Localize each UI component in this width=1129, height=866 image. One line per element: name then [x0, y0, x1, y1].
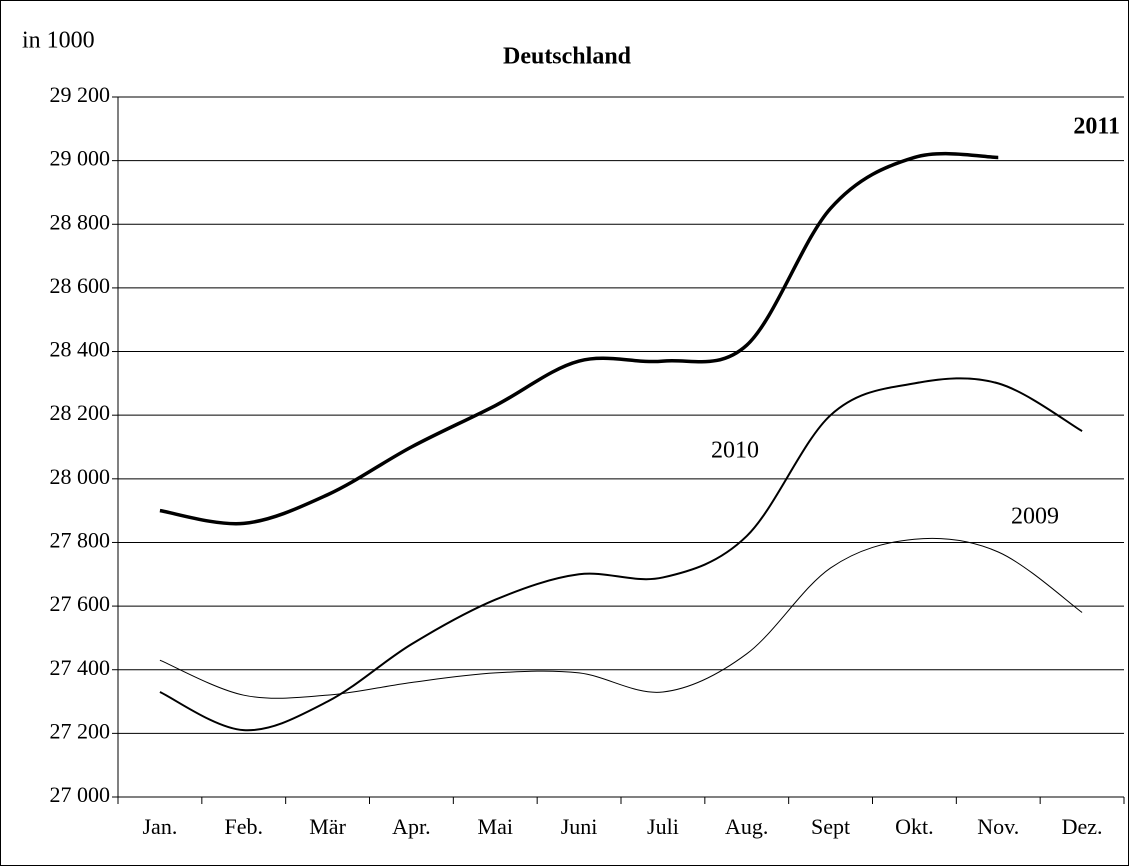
y-tick-label: 29 000	[50, 146, 111, 171]
y-tick-label: 27 800	[50, 528, 111, 553]
series-line	[159, 151, 999, 526]
x-tick-label: Mär	[309, 814, 346, 839]
series-line	[159, 377, 1083, 732]
x-tick-label: Dez.	[1062, 814, 1103, 839]
y-tick-label: 27 000	[50, 782, 111, 807]
x-tick-label: Okt.	[895, 814, 934, 839]
y-tick-label: 28 000	[50, 464, 111, 489]
y-tick-label: 28 400	[50, 337, 111, 362]
chart-title: Deutschland	[503, 44, 632, 70]
x-tick-label: Feb.	[225, 814, 264, 839]
x-tick-label: Apr.	[392, 814, 431, 839]
y-tick-label: 27 400	[50, 655, 111, 680]
y-tick-label: 29 200	[50, 82, 111, 107]
series-label: 2011	[1073, 114, 1120, 140]
series-label: 2010	[711, 438, 759, 464]
x-tick-label: Juli	[647, 814, 679, 839]
series-line	[159, 537, 1083, 699]
x-tick-label: Aug.	[725, 814, 768, 839]
y-axis-label: in 1000	[22, 28, 95, 54]
x-tick-label: Nov.	[977, 814, 1019, 839]
y-tick-label: 28 600	[50, 273, 111, 298]
y-tick-label: 27 600	[50, 591, 111, 616]
series-label: 2009	[1011, 504, 1059, 530]
x-tick-label: Sept	[811, 814, 850, 839]
x-tick-label: Juni	[561, 814, 598, 839]
x-tick-label: Jan.	[143, 814, 178, 839]
x-tick-label: Mai	[478, 814, 513, 839]
y-tick-label: 27 200	[50, 718, 111, 743]
y-tick-label: 28 800	[50, 209, 111, 234]
y-tick-label: 28 200	[50, 400, 111, 425]
